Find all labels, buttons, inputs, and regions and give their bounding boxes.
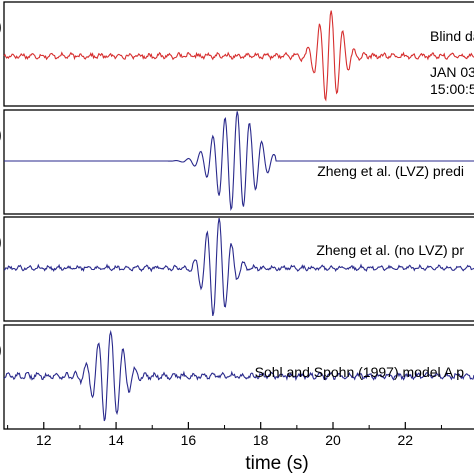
waveform-series-4	[3, 329, 474, 422]
panel-4: ) Sohl and Spohn (1997) model A p	[0, 324, 474, 430]
x-tick-label: 16	[181, 432, 197, 448]
panel-frame	[3, 109, 474, 215]
panel-letter-fragment: )	[0, 125, 2, 144]
x-tick-label: 20	[325, 432, 341, 448]
x-tick-label: 14	[108, 432, 124, 448]
x-tick-label: 18	[253, 432, 269, 448]
panel-frame	[3, 216, 474, 322]
panel-letter-fragment: )	[0, 232, 2, 251]
panel-letter-fragment: )	[0, 17, 2, 36]
series-label: Zheng et al. (LVZ) predi	[317, 163, 464, 179]
series-label: Sohl and Spohn (1997) model A p	[255, 364, 465, 380]
waveform-series-2	[4, 111, 474, 211]
panel-2: ) Zheng et al. (LVZ) predi	[0, 109, 474, 215]
panel-letter-fragment: )	[0, 340, 2, 359]
date-annotation: 15:00:5	[430, 81, 474, 97]
x-tick-label: 22	[398, 432, 414, 448]
x-axis-label: time (s)	[245, 453, 308, 474]
waveform-series-1	[3, 10, 474, 102]
panel-frame	[3, 1, 474, 107]
x-axis: 12 14 16 18 20 22	[7, 422, 442, 448]
panel-frame	[3, 324, 474, 430]
date-annotation: JAN 03	[430, 64, 474, 80]
x-tick-label: 12	[36, 432, 52, 448]
series-label: Zheng et al. (no LVZ) pr	[316, 242, 464, 258]
panel-3: ) Zheng et al. (no LVZ) pr	[0, 216, 474, 322]
series-label: Blind da	[430, 28, 474, 44]
waveform-series-3	[3, 218, 474, 317]
